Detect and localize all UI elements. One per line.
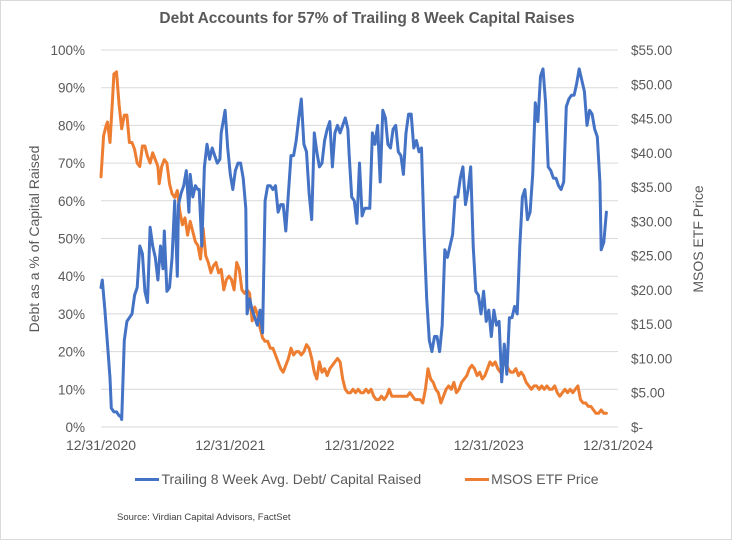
y-right-tick-label: $20.00 [631, 283, 672, 298]
y-right-tick-label: $55.00 [631, 43, 672, 58]
y-axis-left-ticks: 0% 10% 20% 30% 40% 50% 60% 70% 80% 90% 100% [50, 43, 85, 435]
x-tick-label: 12/31/2023 [454, 437, 524, 453]
x-tick-label: 12/31/2021 [195, 437, 265, 453]
y-right-tick-label: $10.00 [631, 351, 672, 366]
y-left-tick-label: 70% [58, 156, 85, 171]
y-left-tick-label: 0% [65, 420, 85, 435]
y-right-tick-label: $45.00 [631, 112, 672, 127]
y-left-tick-label: 90% [58, 81, 85, 96]
y-right-tick-label: $15.00 [631, 317, 672, 332]
y-left-tick-label: 40% [58, 269, 85, 284]
y-left-tick-label: 100% [50, 43, 85, 58]
legend: Trailing 8 Week Avg. Debt/ Capital Raise… [1, 471, 732, 487]
y-right-tick-label: $- [631, 420, 643, 435]
y-right-tick-label: $25.00 [631, 249, 672, 264]
legend-label-msos: MSOS ETF Price [491, 471, 599, 487]
x-tick-label: 12/31/2024 [583, 437, 653, 453]
legend-swatch-debt [135, 477, 160, 481]
legend-label-debt: Trailing 8 Week Avg. Debt/ Capital Raise… [161, 471, 422, 487]
legend-item-msos: MSOS ETF Price [465, 471, 599, 487]
y-axis-right-ticks: $- $5.00 $10.00 $15.00 $20.00 $25.00 $30.00 $35… [631, 43, 672, 435]
chart-title: Debt Accounts for 57% of Trailing 8 Week… [159, 10, 575, 27]
x-tick-label: 12/31/2020 [66, 437, 136, 453]
x-tick-label: 12/31/2022 [324, 437, 394, 453]
plot-area: 0% 10% 20% 30% 40% 50% 60% 70% 80% 90% 100% $- $5.0… [50, 43, 672, 453]
y-right-tick-label: $35.00 [631, 180, 672, 195]
y-left-tick-label: 80% [58, 118, 85, 133]
series-line-msos-price [99, 70, 608, 415]
legend-item-debt: Trailing 8 Week Avg. Debt/ Capital Raise… [135, 471, 421, 487]
source-note: Source: Virdian Capital Advisors, FactSe… [117, 512, 291, 523]
y-left-tick-label: 60% [58, 194, 85, 209]
y-right-tick-label: $40.00 [631, 146, 672, 161]
y-left-tick-label: 30% [58, 307, 85, 322]
y-left-tick-label: 10% [58, 382, 85, 397]
y-left-tick-label: 20% [58, 345, 85, 360]
y-left-tick-label: 50% [58, 232, 85, 247]
series-lines [99, 67, 608, 421]
y-right-tick-label: $30.00 [631, 214, 672, 229]
y-right-tick-label: $50.00 [631, 77, 672, 92]
y-right-tick-label: $5.00 [631, 386, 665, 401]
series-line-debt-pct [99, 67, 608, 421]
legend-swatch-msos [465, 477, 490, 481]
x-axis-ticks: 12/31/2020 12/31/2021 12/31/2022 12/31/2023… [66, 437, 653, 453]
